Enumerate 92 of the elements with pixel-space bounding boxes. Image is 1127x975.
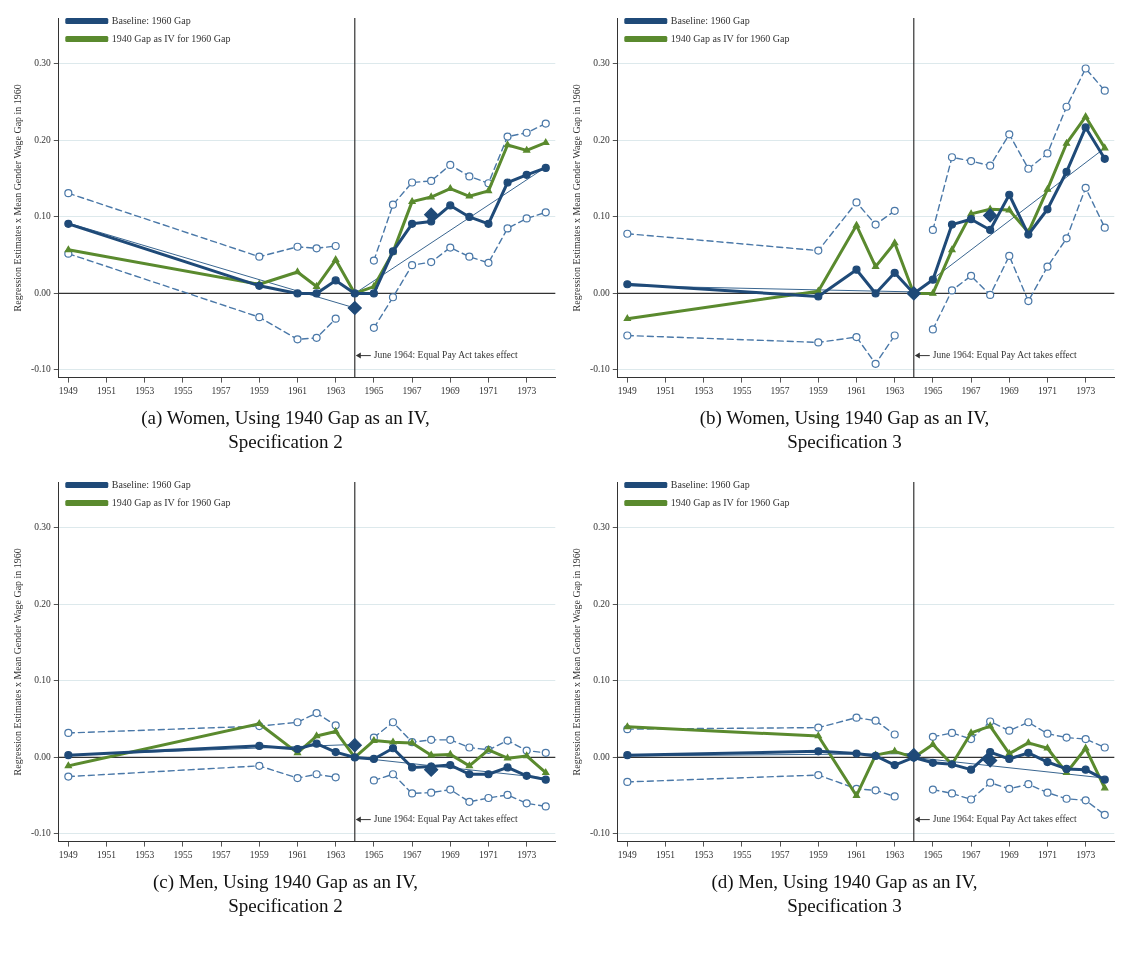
x-tick-label: 1951 [97, 385, 117, 396]
x-tick-label: 1963 [326, 849, 346, 860]
y-tick-label: 0.20 [593, 134, 611, 145]
x-tick-label: 1965 [364, 849, 384, 860]
y-tick-label: 0.00 [34, 751, 52, 762]
legend-label: Baseline: 1960 Gap [670, 478, 750, 490]
x-tick-label: 1965 [364, 385, 384, 396]
x-tick-label: 1957 [770, 385, 790, 396]
y-tick-label: 0.00 [34, 287, 52, 298]
x-tick-label: 1963 [326, 385, 346, 396]
legend-label: 1940 Gap as IV for 1960 Gap [670, 32, 790, 44]
y-tick-label: 0.30 [593, 522, 611, 533]
x-tick-label: 1967 [402, 849, 422, 860]
y-axis-title: Regression Estimates x Mean Gender Wage Gap in 1960 [570, 84, 582, 312]
x-tick-label: 1955 [173, 385, 193, 396]
x-tick-label: 1953 [135, 385, 155, 396]
y-tick-label: 0.10 [34, 211, 52, 222]
x-tick-label: 1949 [58, 849, 79, 860]
y-tick-label: 0.10 [34, 675, 52, 686]
x-tick-label: 1955 [732, 849, 752, 860]
x-tick-label: 1953 [694, 849, 714, 860]
text: (a) Women, Using 1940 Gap as an IV, Specification 2 [140, 406, 431, 454]
x-tick-label: 1963 [885, 849, 905, 860]
x-tick-label: 1961 [288, 849, 308, 860]
x-tick-label: 1959 [249, 849, 270, 860]
ref-line-label: June 1964: Equal Pay Act takes effect [932, 814, 1078, 825]
y-tick-label: 0.30 [34, 522, 52, 533]
x-tick-label: 1971 [478, 849, 499, 860]
x-tick-label: 1973 [517, 385, 537, 396]
y-axis-title: Regression Estimates x Mean Gender Wage Gap in 1960 [570, 548, 582, 776]
x-tick-label: 1969 [999, 849, 1020, 860]
x-tick-label: 1963 [885, 385, 905, 396]
y-tick-label: 0.20 [34, 134, 52, 145]
text: (d) Men, Using 1940 Gap as an IV, Specification 3 [710, 870, 979, 918]
legend-label: 1940 Gap as IV for 1960 Gap [111, 496, 231, 508]
y-tick-label: 0.20 [593, 598, 611, 609]
y-tick-label: -0.10 [30, 828, 52, 839]
x-tick-label: 1955 [732, 385, 752, 396]
x-tick-label: 1965 [923, 849, 943, 860]
y-axis-title: Regression Estimates x Mean Gender Wage Gap in 1960 [11, 84, 23, 312]
ref-line-label: June 1964: Equal Pay Act takes effect [373, 814, 519, 825]
y-tick-label: 0.00 [593, 287, 611, 298]
text: (c) Men, Using 1940 Gap as an IV, Specification 2 [151, 870, 420, 918]
legend-label: Baseline: 1960 Gap [111, 478, 191, 490]
x-tick-label: 1973 [1076, 849, 1096, 860]
x-tick-label: 1971 [1037, 849, 1058, 860]
y-tick-label: 0.00 [593, 751, 611, 762]
y-tick-label: 0.20 [34, 598, 52, 609]
y-tick-label: 0.10 [593, 211, 611, 222]
x-tick-label: 1959 [249, 385, 270, 396]
x-tick-label: 1967 [961, 849, 981, 860]
x-tick-label: 1959 [808, 385, 829, 396]
x-tick-label: 1953 [135, 849, 155, 860]
y-tick-label: 0.10 [593, 675, 611, 686]
y-axis-title: Regression Estimates x Mean Gender Wage Gap in 1960 [11, 548, 23, 776]
ref-line-label: June 1964: Equal Pay Act takes effect [373, 350, 519, 361]
x-tick-label: 1949 [617, 385, 638, 396]
y-tick-label: -0.10 [589, 364, 611, 375]
x-tick-label: 1951 [656, 849, 676, 860]
x-tick-label: 1955 [173, 849, 193, 860]
x-tick-label: 1971 [478, 385, 499, 396]
y-tick-label: -0.10 [30, 364, 52, 375]
x-tick-label: 1949 [58, 385, 79, 396]
x-tick-label: 1957 [211, 385, 231, 396]
x-tick-label: 1969 [440, 849, 461, 860]
x-tick-label: 1965 [923, 385, 943, 396]
x-tick-label: 1969 [440, 385, 461, 396]
x-tick-label: 1961 [847, 849, 867, 860]
y-tick-label: -0.10 [589, 828, 611, 839]
text: (b) Women, Using 1940 Gap as an IV, Specification 3 [698, 406, 991, 454]
y-tick-label: 0.30 [34, 58, 52, 69]
legend-label: Baseline: 1960 Gap [670, 14, 750, 26]
x-tick-label: 1957 [770, 849, 790, 860]
ref-line-label: June 1964: Equal Pay Act takes effect [932, 350, 1078, 361]
legend-label: 1940 Gap as IV for 1960 Gap [111, 32, 231, 44]
legend-label: 1940 Gap as IV for 1960 Gap [670, 496, 790, 508]
x-tick-label: 1951 [656, 385, 676, 396]
x-tick-label: 1951 [97, 849, 117, 860]
x-tick-label: 1961 [288, 385, 308, 396]
x-tick-label: 1973 [1076, 385, 1096, 396]
legend-label: Baseline: 1960 Gap [111, 14, 191, 26]
x-tick-label: 1957 [211, 849, 231, 860]
x-tick-label: 1969 [999, 385, 1020, 396]
x-tick-label: 1971 [1037, 385, 1058, 396]
y-tick-label: 0.30 [593, 58, 611, 69]
x-tick-label: 1961 [847, 385, 867, 396]
x-tick-label: 1949 [617, 849, 638, 860]
x-tick-label: 1973 [517, 849, 537, 860]
x-tick-label: 1953 [694, 385, 714, 396]
x-tick-label: 1959 [808, 849, 829, 860]
x-tick-label: 1967 [961, 385, 981, 396]
x-tick-label: 1967 [402, 385, 422, 396]
